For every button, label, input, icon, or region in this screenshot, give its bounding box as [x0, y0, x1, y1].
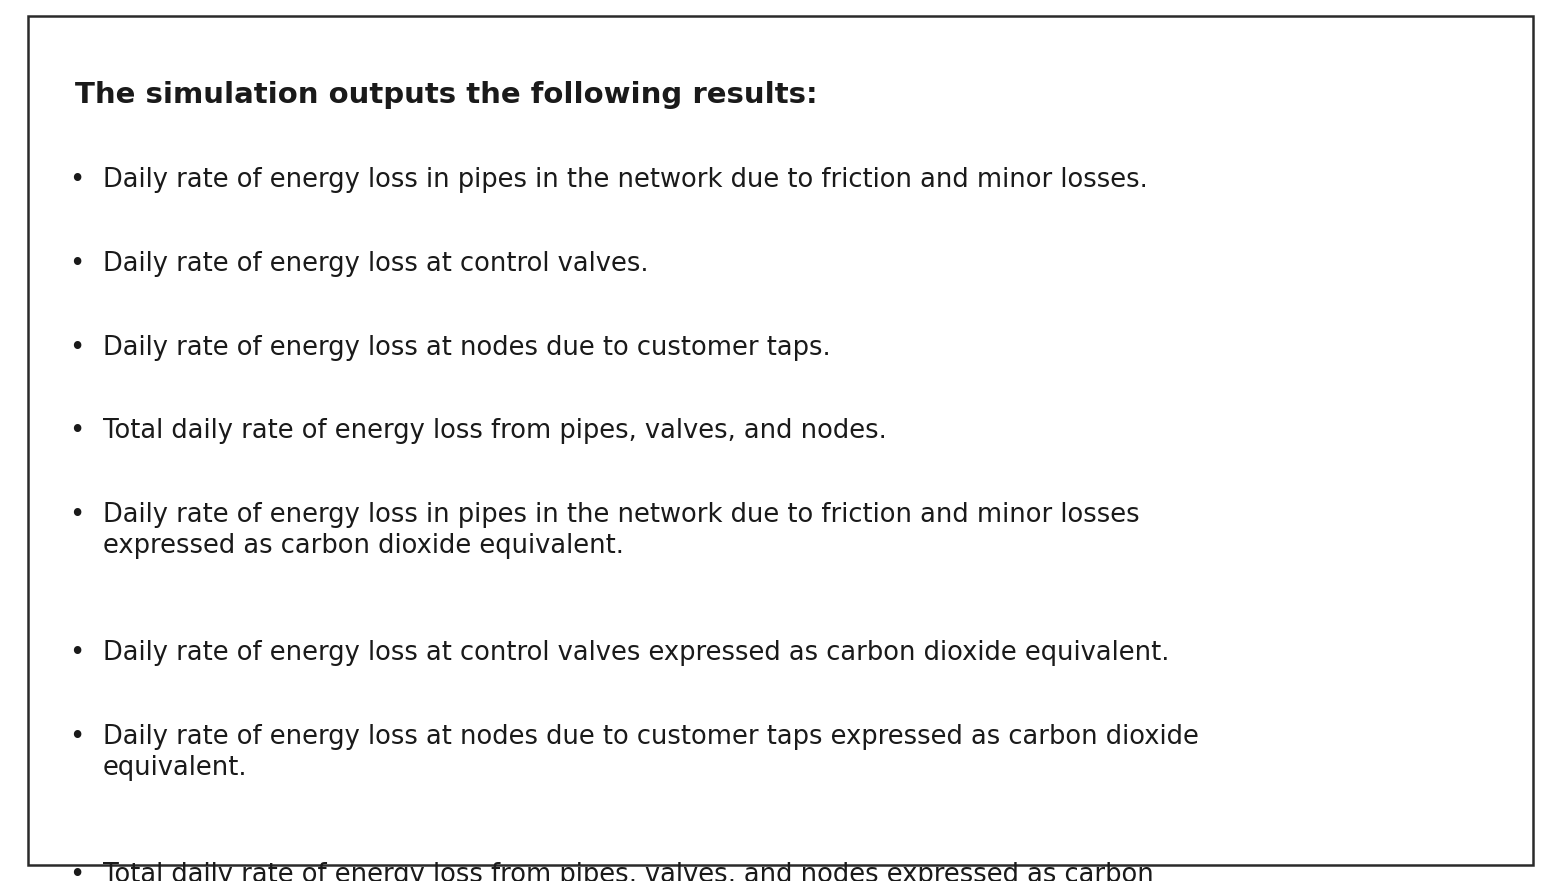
Text: •: • [69, 251, 84, 278]
Text: Daily rate of energy loss at nodes due to customer taps expressed as carbon diox: Daily rate of energy loss at nodes due t… [103, 724, 1199, 781]
FancyBboxPatch shape [28, 16, 1533, 865]
Text: Daily rate of energy loss at control valves.: Daily rate of energy loss at control val… [103, 251, 648, 278]
Text: Total daily rate of energy loss from pipes, valves, and nodes expressed as carbo: Total daily rate of energy loss from pip… [103, 862, 1154, 881]
Text: •: • [69, 640, 84, 667]
Text: Daily rate of energy loss in pipes in the network due to friction and minor loss: Daily rate of energy loss in pipes in th… [103, 167, 1147, 194]
Text: •: • [69, 502, 84, 529]
Text: Daily rate of energy loss at control valves expressed as carbon dioxide equivale: Daily rate of energy loss at control val… [103, 640, 1169, 667]
Text: •: • [69, 862, 84, 881]
Text: Daily rate of energy loss at nodes due to customer taps.: Daily rate of energy loss at nodes due t… [103, 335, 830, 361]
Text: •: • [69, 335, 84, 361]
Text: •: • [69, 724, 84, 751]
Text: Daily rate of energy loss in pipes in the network due to friction and minor loss: Daily rate of energy loss in pipes in th… [103, 502, 1140, 559]
Text: Total daily rate of energy loss from pipes, valves, and nodes.: Total daily rate of energy loss from pip… [103, 418, 887, 445]
Text: •: • [69, 167, 84, 194]
Text: The simulation outputs the following results:: The simulation outputs the following res… [75, 81, 818, 109]
Text: •: • [69, 418, 84, 445]
